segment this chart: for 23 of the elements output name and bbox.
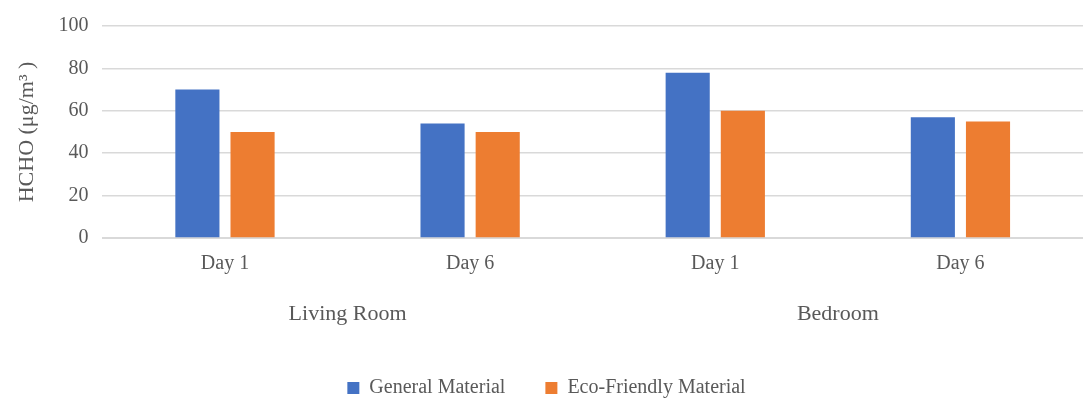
bar: [420, 123, 465, 238]
bar: [665, 72, 710, 238]
bar: [475, 132, 520, 238]
y-tick-label: 0: [78, 225, 89, 248]
text: Bedroom: [796, 299, 879, 325]
bar: [720, 110, 765, 238]
y-tick-label: 80: [68, 55, 89, 78]
x-tick-label: Day 1: [691, 251, 740, 275]
legend-label: Eco-Friendly Material: [567, 375, 747, 399]
y-tick-label: 60: [68, 98, 89, 121]
legend-label: General Material: [369, 375, 506, 398]
bar: [910, 117, 955, 238]
bar: [175, 89, 220, 238]
x-tick-label: Day 6: [445, 251, 495, 275]
bar: [965, 121, 1011, 238]
y-tick-label: 100: [58, 13, 89, 36]
y-tick-label: 20: [68, 182, 89, 205]
bar: [230, 132, 275, 238]
x-tick-label: Day 6: [936, 251, 985, 275]
text: Living Room: [288, 299, 407, 325]
y-tick-label: 40: [68, 140, 89, 163]
y-axis-title: HCHO (μg/m³ ): [12, 61, 38, 203]
x-tick-label: Day 1: [200, 251, 250, 275]
